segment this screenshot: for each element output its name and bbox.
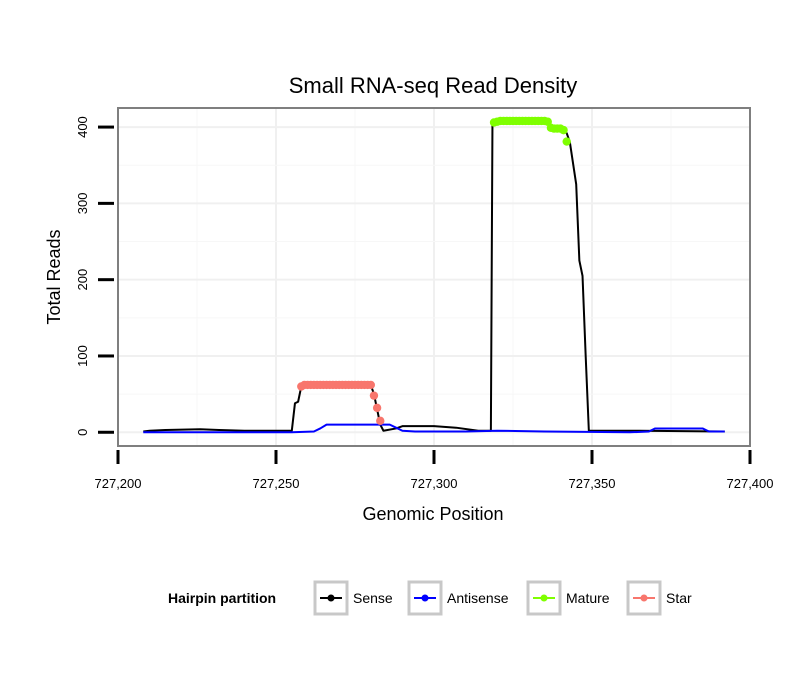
legend-label-antisense: Antisense xyxy=(447,590,509,606)
legend-title: Hairpin partition xyxy=(168,590,276,606)
legend-key-point-mature xyxy=(540,594,548,602)
legend-key-point-antisense xyxy=(421,594,429,602)
series-line-antisense xyxy=(143,423,725,434)
series-line-sense xyxy=(143,119,725,433)
chart-title: Small RNA-seq Read Density xyxy=(289,73,578,98)
legend-key-point-sense xyxy=(327,594,335,602)
x-tick-label: 727,400 xyxy=(727,476,774,491)
legend-entries: Sense Antisense Mature Star xyxy=(313,580,692,616)
x-tick-label: 727,250 xyxy=(253,476,300,491)
x-tick-label: 727,350 xyxy=(569,476,616,491)
data-point-star xyxy=(376,416,385,426)
x-tick-label: 727,300 xyxy=(411,476,458,491)
y-tick-label: 200 xyxy=(75,269,90,291)
legend-label-star: Star xyxy=(666,590,692,606)
legend: Hairpin partition Sense Antisense Mature St… xyxy=(168,580,692,616)
data-point-star xyxy=(366,380,375,390)
x-axis-ticks: 727,200 727,250 727,300 727,350 727,400 xyxy=(95,450,774,491)
y-axis-label: Total Reads xyxy=(44,229,64,324)
y-tick-label: 300 xyxy=(75,193,90,215)
x-tick-label: 727,200 xyxy=(95,476,142,491)
data-point-star xyxy=(372,403,382,413)
y-tick-label: 400 xyxy=(75,116,90,138)
grid-lines xyxy=(117,108,751,446)
x-axis-label: Genomic Position xyxy=(362,504,503,524)
plot-panel-border xyxy=(117,107,751,447)
data-point-star xyxy=(369,391,379,400)
y-tick-label: 0 xyxy=(75,429,90,436)
series-layer xyxy=(143,116,725,434)
legend-label-sense: Sense xyxy=(353,590,393,606)
legend-key-point-star xyxy=(640,594,648,602)
y-tick-label: 100 xyxy=(75,345,90,367)
y-axis-ticks: 0 100 200 300 400 xyxy=(75,116,114,436)
data-point-mature xyxy=(559,125,568,135)
legend-label-mature: Mature xyxy=(566,590,610,606)
data-point-mature xyxy=(562,137,571,146)
